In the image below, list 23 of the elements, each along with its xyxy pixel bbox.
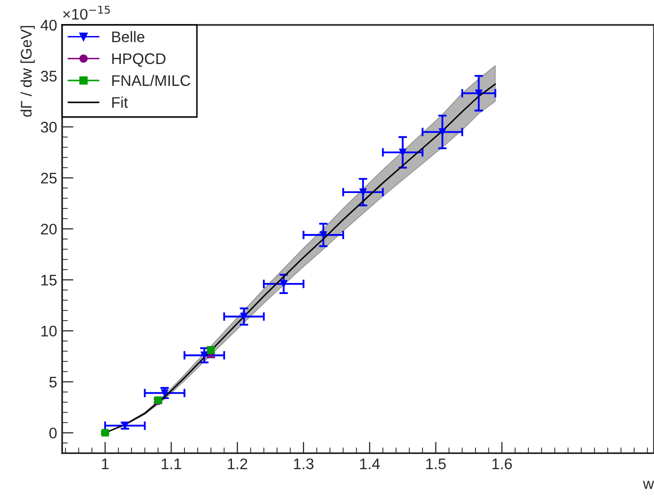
x-tick-label: 1.1 [162, 458, 182, 470]
x-tick-label: 1.6 [492, 458, 512, 470]
text: ×10$^{−15}$ [63, 6, 110, 20]
legend-label: Belle [112, 31, 144, 42]
y-tick-label: 5 [49, 376, 57, 388]
legend-label: HPQCD [112, 53, 166, 67]
x-tick-label: 1.4 [360, 458, 380, 470]
y-tick-label: 40 [40, 20, 57, 31]
legend-label: FNAL/MILC [112, 74, 190, 86]
x-tick-label: 1.3 [294, 458, 314, 470]
x-tick-label: 1.5 [426, 458, 446, 470]
y-axis-title: dΓ / dw [GeV] [20, 26, 35, 117]
y-tick-label: 25 [41, 172, 57, 184]
legend-label: Fit [112, 96, 128, 108]
y-tick-label: 0 [49, 428, 57, 438]
x-tick-label: 1 [102, 458, 109, 470]
x-axis-title: w [642, 480, 654, 489]
y-tick-label: 10 [41, 326, 57, 336]
y-tick-label: 20 [41, 224, 57, 235]
x-tick-label: 1.2 [228, 458, 248, 470]
y-tick-label: 15 [41, 274, 57, 286]
y-tick-label: 30 [40, 122, 57, 133]
y-tick-label: 35 [40, 70, 57, 82]
